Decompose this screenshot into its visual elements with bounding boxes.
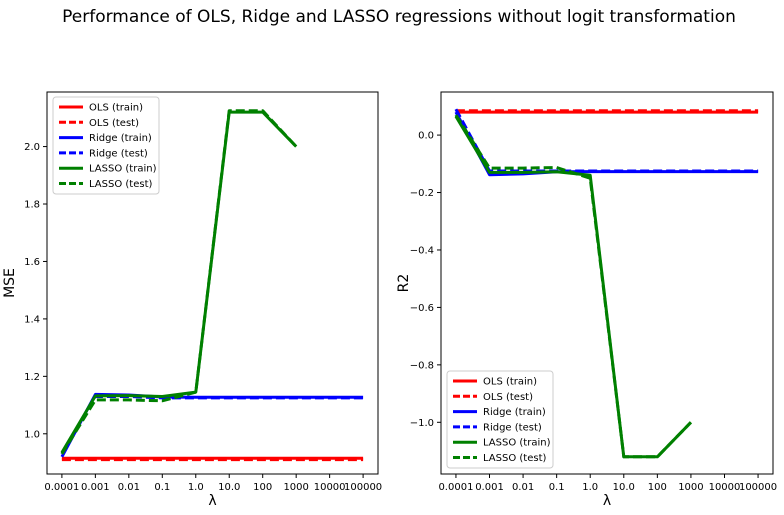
r2-series-lasso-test	[454, 114, 692, 459]
r2-legend: OLS (train) OLS (test) Ridge (train) Ridge …	[446, 370, 554, 469]
mse-x-tick-label: 0.1	[154, 482, 170, 493]
mse-series-ridge-train	[60, 392, 364, 458]
mse-legend-label: OLS (test)	[89, 118, 139, 129]
mse-x-axis-label: λ	[208, 493, 216, 509]
r2-legend-label: Ridge (test)	[483, 422, 542, 433]
mse-legend-label: OLS (train)	[89, 103, 143, 114]
r2-legend-label: OLS (train)	[483, 377, 537, 388]
mse-y-tick-label: 1.4	[24, 314, 40, 325]
mse-x-tick-label: 10.0	[218, 482, 240, 493]
r2-x-tick-label: 1.0	[582, 482, 598, 493]
mse-y-tick-label: 1.8	[24, 200, 40, 211]
r2-chart: 0.0001 0.001 0.01 0.1 1.0 10.0 100 1000 10000100…	[396, 91, 777, 509]
r2-y-axis-label: R2	[396, 274, 412, 293]
mse-axes-frame	[46, 91, 379, 475]
r2-series-ridge-test	[454, 108, 759, 173]
r2-axes-frame	[440, 91, 774, 475]
r2-y-tick-label: −0.6	[410, 303, 434, 314]
mse-x-tick-label: 0.001	[81, 482, 110, 493]
mse-x-tick-label: 0.0001	[44, 482, 79, 493]
r2-x-tick-label: 0.01	[512, 482, 534, 493]
mse-series-ridge-test	[60, 395, 364, 455]
r2-series-ridge-train	[454, 111, 759, 177]
mse-legend-label: Ridge (train)	[89, 133, 152, 144]
r2-x-tick-label: 0.1	[549, 482, 565, 493]
r2-x-tick-label: 10000	[709, 482, 741, 493]
mse-series-lasso-test	[60, 109, 298, 455]
figure-title: Performance of OLS, Ridge and LASSO regr…	[62, 7, 736, 27]
r2-y-tick-label: 0.0	[418, 131, 434, 142]
r2-legend-label: Ridge (train)	[483, 407, 546, 418]
r2-x-axis-label: λ	[603, 493, 611, 509]
mse-legend-label: LASSO (train)	[89, 164, 157, 175]
mse-y-tick-label: 1.6	[24, 257, 40, 268]
r2-x-tick-label: 0.001	[475, 482, 504, 493]
mse-y-axis-label: MSE	[2, 268, 18, 298]
r2-y-tick-label: −0.2	[410, 188, 434, 199]
mse-x-tick-label: 1000	[283, 482, 308, 493]
r2-y-tick-label: −1.0	[410, 418, 434, 429]
mse-x-tick-label: 1.0	[188, 482, 204, 493]
mse-x-tick-label: 100000	[344, 482, 382, 493]
r2-y-tick-label: −0.8	[410, 360, 434, 371]
mse-legend-label: LASSO (test)	[89, 179, 152, 190]
r2-legend-label: LASSO (train)	[483, 438, 551, 449]
r2-x-tick-label: 100	[648, 482, 667, 493]
r2-x-tick-label: 100000	[739, 482, 777, 493]
r2-x-tick-label: 10.0	[613, 482, 635, 493]
mse-y-tick-label: 1.0	[24, 429, 40, 440]
r2-y-tick-label: −0.4	[410, 245, 434, 256]
mse-y-tick-label: 1.2	[24, 372, 40, 383]
r2-x-tick-label: 0.0001	[438, 482, 473, 493]
mse-x-tick-label: 10000	[314, 482, 346, 493]
mse-legend: OLS (train) OLS (test) Ridge (train) Ridge …	[52, 96, 160, 195]
mse-chart: 0.0001 0.001 0.01 0.1 1.0 10.0 100 1000 10000100…	[2, 91, 382, 509]
mse-y-tick-label: 2.0	[24, 142, 40, 153]
r2-legend-label: LASSO (test)	[483, 453, 546, 464]
r2-x-tick-label: 1000	[678, 482, 703, 493]
mse-x-tick-label: 100	[253, 482, 272, 493]
r2-legend-label: OLS (test)	[483, 392, 533, 403]
mse-x-tick-label: 0.01	[118, 482, 140, 493]
mse-legend-label: Ridge (test)	[89, 148, 148, 159]
